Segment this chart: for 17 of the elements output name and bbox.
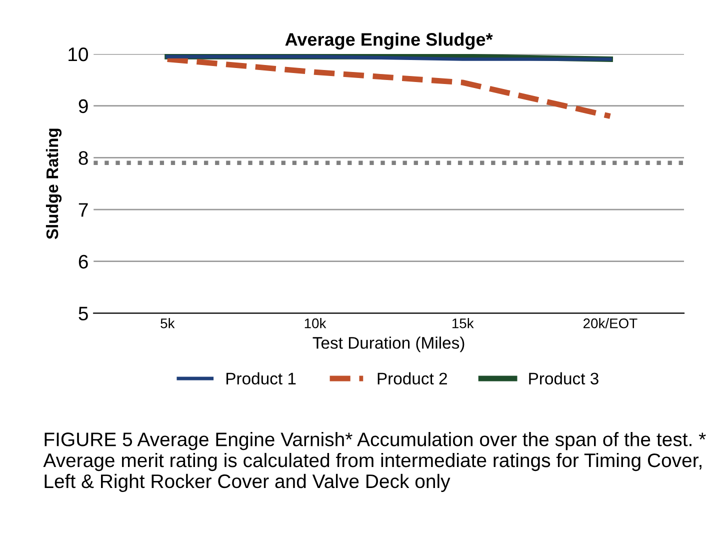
- y-tick-label: 5: [78, 306, 88, 320]
- x-tick-label: 5k: [160, 318, 175, 328]
- y-tick-label: 10: [68, 47, 88, 62]
- legend-label: Product 3: [529, 372, 598, 385]
- y-tick-label: 8: [78, 151, 88, 165]
- legend-label: Product 1: [226, 372, 296, 385]
- y-tick-label: 9: [78, 99, 88, 114]
- y-axis-title: Sludge Rating: [46, 128, 62, 240]
- legend-label: Product 2: [378, 372, 447, 385]
- x-tick-label: 20k/EOT: [584, 318, 638, 328]
- y-tick-label: 7: [78, 203, 88, 217]
- chart-title: Average Engine Sludge*: [285, 32, 493, 50]
- x-tick-label: 15k: [452, 318, 474, 328]
- x-tick-label: 10k: [304, 318, 326, 328]
- y-tick-label: 6: [78, 254, 88, 269]
- caption: FIGURE 5 Average Engine Varnish* Accumulation over the span of the test. * Average merit rating is calculated from intermediate ratings for Timing Cover, Left & Right Rocker Cover and Valve Deck only: [43, 432, 706, 492]
- x-axis-title: Test Duration (Miles): [312, 336, 464, 352]
